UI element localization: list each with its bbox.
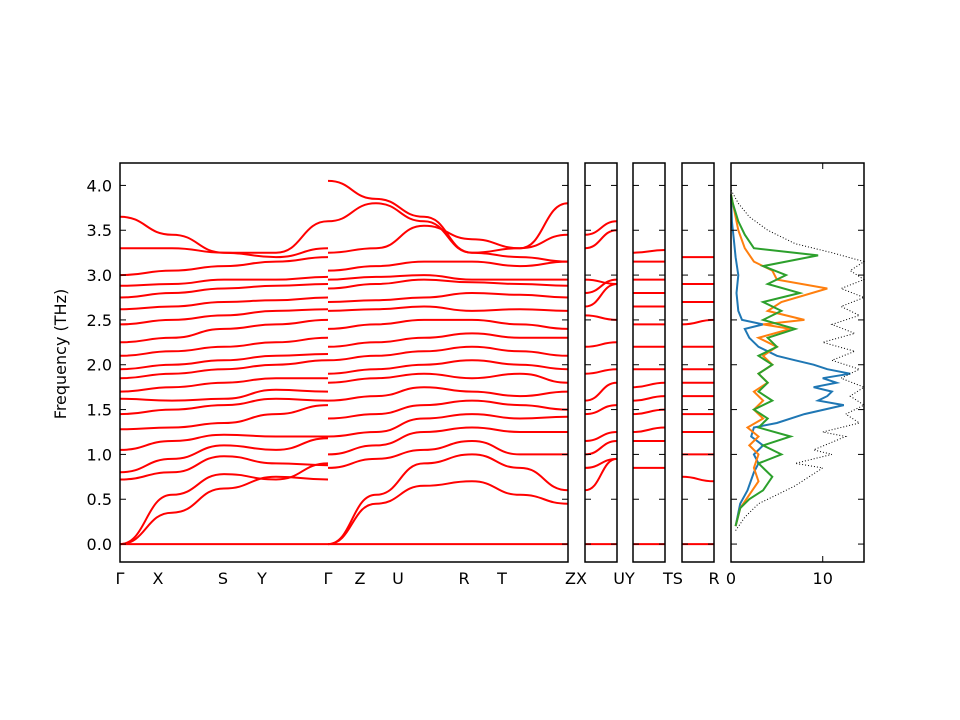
band-line: [327, 260, 569, 272]
panel-frame: [119, 162, 569, 563]
band-line: [681, 475, 715, 483]
y-tick-label: 1.5: [87, 401, 112, 420]
band-line: [119, 353, 329, 371]
band-line: [584, 381, 618, 402]
band-line: [632, 408, 666, 416]
band-line: [327, 480, 569, 546]
band-line: [681, 318, 715, 326]
dos-series-line: [730, 189, 866, 531]
y-tick-label: 3.0: [87, 266, 112, 285]
panel-frame: [632, 162, 666, 563]
band-line: [632, 426, 666, 433]
band-line: [584, 440, 618, 456]
band-line: [327, 305, 569, 312]
band-line: [584, 431, 618, 442]
band-line: [327, 224, 569, 254]
band-lines: [119, 179, 715, 546]
band-line: [584, 229, 618, 250]
band-line: [327, 399, 569, 420]
band-line: [327, 202, 569, 254]
band-line: [584, 341, 618, 348]
dos-series-line: [730, 194, 851, 527]
panel-frames: [119, 162, 865, 563]
x-tick-label: UY: [613, 569, 635, 588]
dos-x-tick-label: 0: [726, 569, 736, 588]
y-tick-label: 2.5: [87, 311, 112, 330]
x-tick-label: Γ: [324, 569, 333, 588]
band-line: [584, 220, 618, 236]
band-line: [327, 345, 569, 362]
y-tick-label: 0.0: [87, 535, 112, 554]
dos-lines: [730, 189, 866, 531]
band-line: [632, 381, 666, 389]
y-tick-label: 1.0: [87, 445, 112, 464]
band-line: [119, 397, 329, 416]
band-line: [119, 283, 329, 299]
x-tick-label: U: [392, 569, 404, 588]
x-tick-label: X: [153, 569, 164, 588]
dos-series-line: [730, 194, 828, 527]
band-line: [584, 368, 618, 375]
band-line: [584, 278, 618, 294]
band-line: [119, 318, 329, 344]
band-line: [119, 215, 329, 254]
dos-x-tick-label: 10: [813, 569, 833, 588]
y-tick-label: 0.5: [87, 490, 112, 509]
x-tick-label: T: [496, 569, 507, 588]
band-line: [584, 457, 618, 469]
x-tick-label: Γ: [116, 569, 125, 588]
band-line: [584, 404, 618, 416]
x-tick-label: S: [218, 569, 228, 588]
band-line: [327, 179, 569, 263]
x-tick-label: TS: [662, 569, 683, 588]
band-line: [119, 359, 329, 380]
band-line: [119, 336, 329, 357]
x-tick-label: Z: [355, 569, 366, 588]
band-line: [584, 278, 618, 285]
band-line: [327, 332, 568, 348]
band-line: [632, 249, 666, 254]
y-axis-title: Frequency (THz): [51, 289, 70, 419]
band-line: [327, 278, 569, 290]
band-line: [119, 404, 329, 431]
band-line: [119, 388, 329, 402]
band-line: [327, 453, 569, 546]
band-line: [327, 291, 569, 303]
panel-frame: [681, 162, 715, 563]
band-line: [327, 439, 569, 469]
band-line: [327, 318, 569, 330]
dos-series-line: [730, 194, 819, 527]
band-line: [327, 386, 569, 402]
x-tick-label: ZX: [565, 569, 587, 588]
band-line: [119, 462, 329, 546]
band-line: [119, 433, 328, 451]
band-line: [119, 275, 329, 287]
band-line: [327, 359, 569, 375]
band-line: [119, 377, 328, 393]
tick-labels: 0.0 0.5 1.0 1.5 2.0 2.5 3.0 3.5 4.0 Γ X S Y Γ Z U R T ZX UY…: [87, 176, 833, 588]
y-tick-label: 3.5: [87, 221, 112, 240]
y-tick-label: 2.0: [87, 356, 112, 375]
band-line: [119, 437, 329, 474]
band-line: [327, 274, 568, 281]
panel-frame: [584, 162, 618, 563]
band-line: [327, 372, 569, 384]
y-tick-label: 4.0: [87, 176, 112, 195]
x-tick-label: R: [458, 569, 469, 588]
band-line: [584, 314, 618, 321]
x-tick-label: Y: [256, 569, 267, 588]
band-line: [119, 296, 329, 311]
band-line: [119, 455, 329, 481]
panel-frame: [730, 162, 865, 563]
axis-ticks: [120, 163, 864, 562]
band-line: [119, 308, 329, 326]
band-line: [119, 256, 329, 277]
band-line: [327, 413, 569, 438]
x-tick-label: R: [708, 569, 719, 588]
band-line: [632, 395, 666, 402]
band-line: [327, 426, 568, 456]
